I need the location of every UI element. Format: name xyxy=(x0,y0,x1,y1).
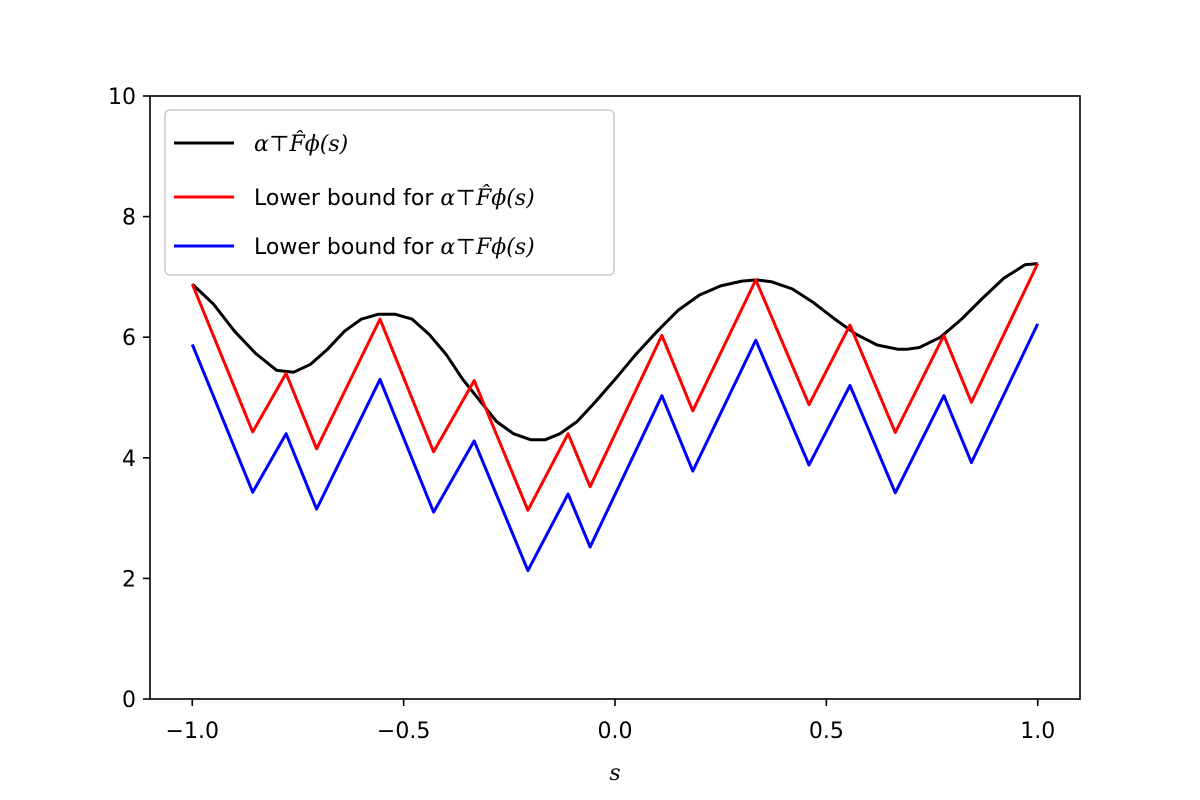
y-tick-label: 6 xyxy=(122,326,136,351)
y-tick-label: 4 xyxy=(122,447,136,472)
legend: α⊤F̂ϕ(s) Lower bound for α⊤F̂ϕ(s) Lower bo… xyxy=(164,109,615,276)
y-tick-label: 0 xyxy=(122,688,136,713)
y-tick-label: 2 xyxy=(122,567,136,592)
x-axis: −1.0 −0.5 0.0 0.5 1.0 xyxy=(166,699,1055,744)
series-line-3 xyxy=(190,323,1040,573)
series-layer xyxy=(190,262,1040,573)
y-tick-label: 8 xyxy=(122,206,136,231)
legend-label: α⊤F̂ϕ(s) xyxy=(254,131,348,157)
legend-items: α⊤F̂ϕ(s) Lower bound for α⊤F̂ϕ(s) Lower bo… xyxy=(174,131,535,260)
legend-label: Lower bound for α⊤F̂ϕ(s) xyxy=(254,185,535,211)
legend-label: Lower bound for α⊤Fϕ(s) xyxy=(254,235,535,260)
y-tick-label: 10 xyxy=(108,85,136,110)
x-tick-label: 0.0 xyxy=(598,719,633,744)
x-tick-label: 1.0 xyxy=(1020,719,1055,744)
legend-box xyxy=(164,109,615,276)
x-axis-title: s xyxy=(609,761,620,786)
y-axis: 0 2 4 6 8 10 xyxy=(108,85,150,713)
x-tick-label: −1.0 xyxy=(166,719,219,744)
series-line-2 xyxy=(190,262,1040,512)
x-tick-label: 0.5 xyxy=(809,719,844,744)
x-tick-label: −0.5 xyxy=(377,719,430,744)
series-line-1 xyxy=(191,262,1038,442)
